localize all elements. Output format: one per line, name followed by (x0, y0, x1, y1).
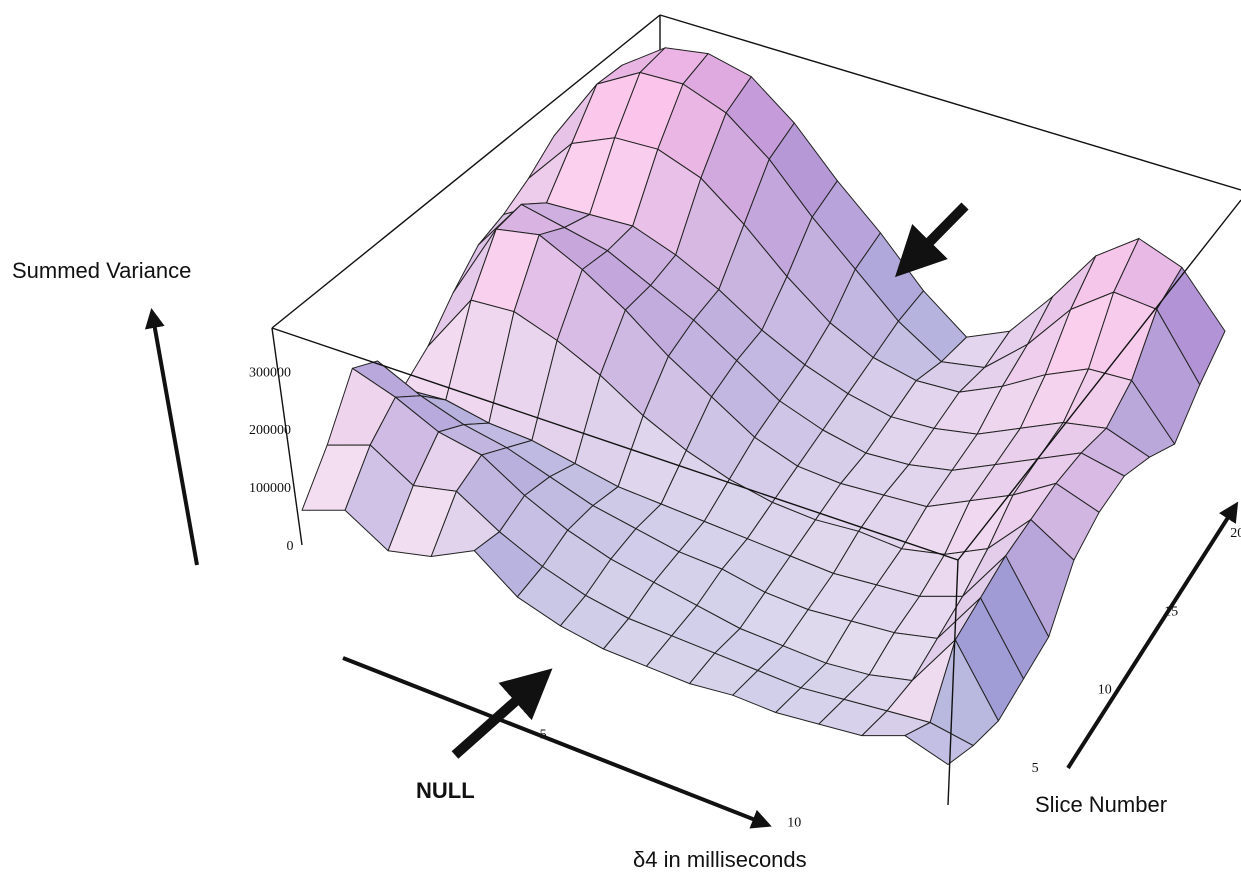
box-edge-front-right-top (957, 199, 1241, 561)
null-arrow (451, 668, 553, 759)
y-axis-arrow (1066, 501, 1239, 770)
y-tick-label: 20 (1230, 526, 1241, 541)
valley-arrow (894, 202, 969, 278)
y-axis-title: Slice Number (1035, 792, 1167, 817)
z-tick-label: 300000 (249, 365, 291, 380)
box-edge-back-top (659, 14, 1241, 191)
z-axis-arrow (144, 308, 199, 566)
x-axis-arrow (342, 656, 772, 829)
z-axis-title: Summed Variance (12, 258, 191, 283)
box-edge-front-vertical (947, 559, 959, 806)
y-tick-label: 5 (1032, 761, 1039, 776)
z-tick-label: 0 (287, 539, 294, 554)
z-tick-label: 200000 (249, 423, 291, 438)
null-annotation: NULL (416, 778, 475, 803)
axis-ticks: 0100000200000300000510155101520 (249, 365, 1241, 831)
box-edge-back-left (271, 14, 661, 329)
z-tick-label: 100000 (249, 481, 291, 496)
box-edge-left-vertical (271, 327, 303, 546)
y-tick-label: 10 (1098, 683, 1112, 698)
box-edge-front-top (271, 327, 959, 561)
surface-facet (904, 722, 974, 765)
plot-box-front (271, 199, 1241, 806)
x-tick-label: 10 (787, 816, 801, 831)
surface-mesh (301, 47, 1226, 765)
x-axis-title: δ4 in milliseconds (633, 847, 807, 872)
